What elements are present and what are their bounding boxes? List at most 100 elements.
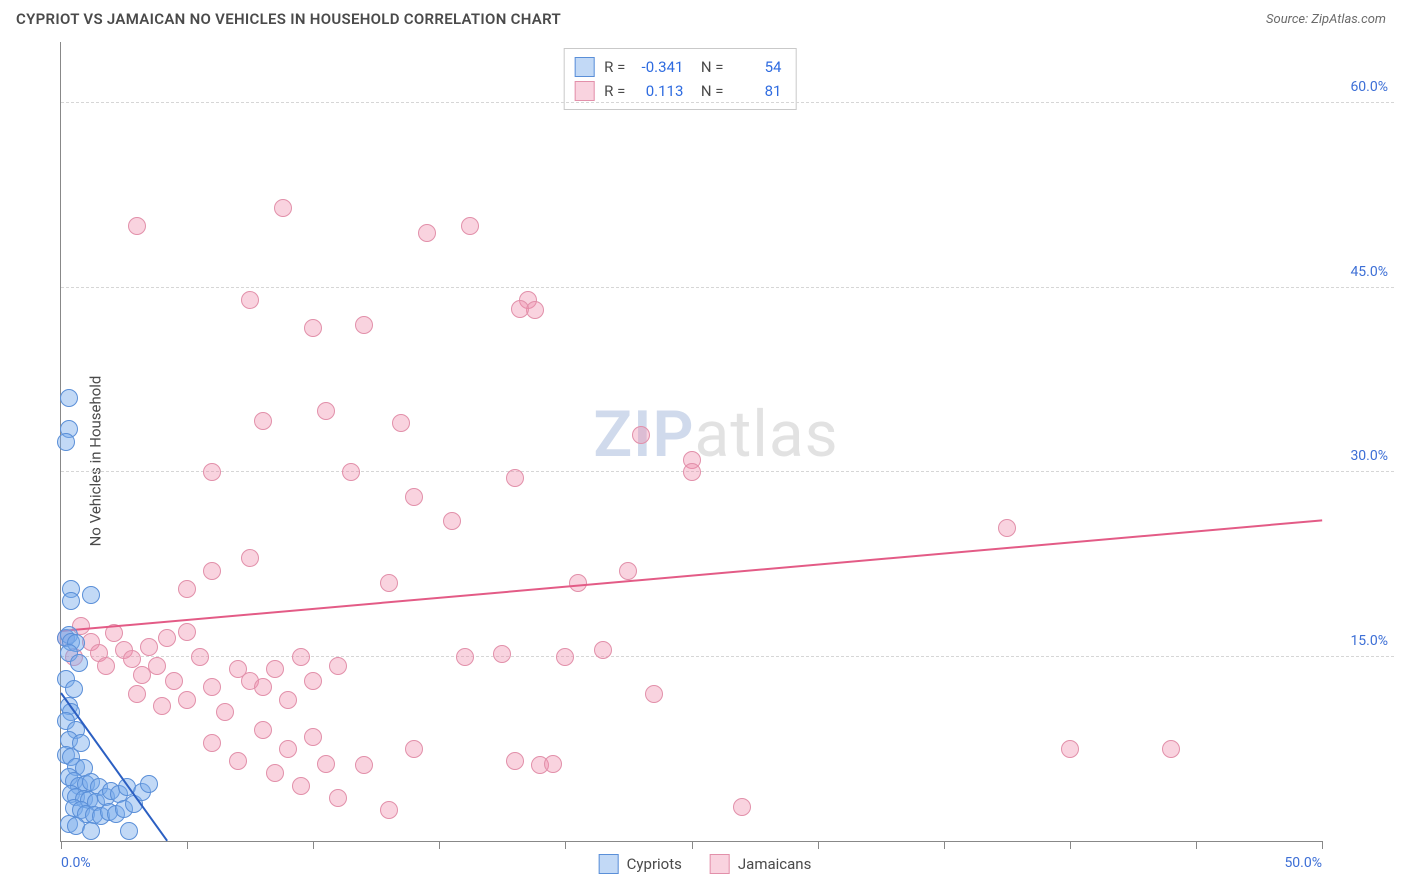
x-tick: [1070, 841, 1071, 849]
data-point: [97, 657, 115, 675]
legend-swatch: [710, 854, 730, 874]
gridline: [61, 287, 1394, 288]
data-point: [645, 685, 663, 703]
data-point: [569, 574, 587, 592]
gridline: [61, 471, 1394, 472]
data-point: [1061, 740, 1079, 758]
data-point: [418, 224, 436, 242]
data-point: [178, 691, 196, 709]
data-point: [292, 777, 310, 795]
data-point: [619, 562, 637, 580]
data-point: [266, 660, 284, 678]
data-point: [392, 414, 410, 432]
x-tick: [187, 841, 188, 849]
legend-item: Jamaicans: [710, 854, 811, 874]
x-tick-label: 50.0%: [1284, 855, 1322, 871]
watermark: ZIPatlas: [593, 397, 838, 472]
data-point: [82, 586, 100, 604]
data-point: [203, 678, 221, 696]
data-point: [70, 654, 88, 672]
legend-label: Jamaicans: [738, 855, 811, 873]
data-point: [57, 433, 75, 451]
x-tick: [944, 841, 945, 849]
data-point: [60, 389, 78, 407]
data-point: [511, 300, 529, 318]
stats-row: R =0.113 N =81: [574, 79, 781, 103]
data-point: [279, 740, 297, 758]
data-point: [241, 291, 259, 309]
chart-source: Source: ZipAtlas.com: [1266, 12, 1386, 27]
data-point: [254, 412, 272, 430]
data-point: [203, 562, 221, 580]
x-tick: [1322, 841, 1323, 849]
data-point: [266, 764, 284, 782]
data-point: [254, 678, 272, 696]
data-point: [443, 512, 461, 530]
data-point: [229, 752, 247, 770]
data-point: [380, 574, 398, 592]
chart-title: CYPRIOT VS JAMAICAN NO VEHICLES IN HOUSE…: [16, 10, 561, 28]
x-tick: [692, 841, 693, 849]
data-point: [292, 648, 310, 666]
stats-row: R =-0.341 N =54: [574, 55, 781, 79]
data-point: [304, 319, 322, 337]
x-tick: [439, 841, 440, 849]
data-point: [128, 685, 146, 703]
data-point: [120, 822, 138, 840]
data-point: [153, 697, 171, 715]
legend-label: Cypriots: [627, 855, 682, 873]
data-point: [506, 469, 524, 487]
data-point: [317, 402, 335, 420]
data-point: [317, 755, 335, 773]
data-point: [342, 463, 360, 481]
data-point: [304, 728, 322, 746]
data-point: [456, 648, 474, 666]
data-point: [355, 316, 373, 334]
data-point: [241, 549, 259, 567]
data-point: [254, 721, 272, 739]
y-tick-label: 45.0%: [1350, 264, 1388, 280]
data-point: [506, 752, 524, 770]
data-point: [733, 798, 751, 816]
data-point: [329, 657, 347, 675]
data-point: [380, 801, 398, 819]
data-point: [355, 756, 373, 774]
data-point: [203, 463, 221, 481]
data-point: [148, 657, 166, 675]
gridline: [61, 656, 1394, 657]
data-point: [683, 463, 701, 481]
data-point: [158, 629, 176, 647]
regression-line: [61, 519, 1322, 632]
data-point: [1162, 740, 1180, 758]
x-tick: [313, 841, 314, 849]
data-point: [998, 519, 1016, 537]
data-point: [556, 648, 574, 666]
data-point: [140, 638, 158, 656]
data-point: [62, 592, 80, 610]
plot-container: No Vehicles in Household ZIPatlas R =-0.…: [16, 42, 1394, 880]
data-point: [594, 641, 612, 659]
y-tick-label: 15.0%: [1350, 633, 1388, 649]
data-point: [128, 217, 146, 235]
data-point: [279, 691, 297, 709]
data-point: [544, 755, 562, 773]
legend-swatch: [599, 854, 619, 874]
bottom-legend: Cypriots Jamaicans: [599, 854, 812, 874]
scatter-plot: ZIPatlas R =-0.341 N =54R =0.113 N =81 1…: [60, 42, 1322, 842]
data-point: [65, 680, 83, 698]
data-point: [140, 775, 158, 793]
legend-swatch: [574, 57, 594, 77]
data-point: [304, 672, 322, 690]
data-point: [493, 645, 511, 663]
data-point: [123, 650, 141, 668]
legend-item: Cypriots: [599, 854, 682, 874]
x-tick: [61, 841, 62, 849]
y-tick-label: 30.0%: [1350, 448, 1388, 464]
x-tick-label: 0.0%: [61, 855, 91, 871]
x-tick: [1196, 841, 1197, 849]
y-tick-label: 60.0%: [1350, 79, 1388, 95]
data-point: [216, 703, 234, 721]
data-point: [203, 734, 221, 752]
data-point: [632, 426, 650, 444]
data-point: [178, 580, 196, 598]
